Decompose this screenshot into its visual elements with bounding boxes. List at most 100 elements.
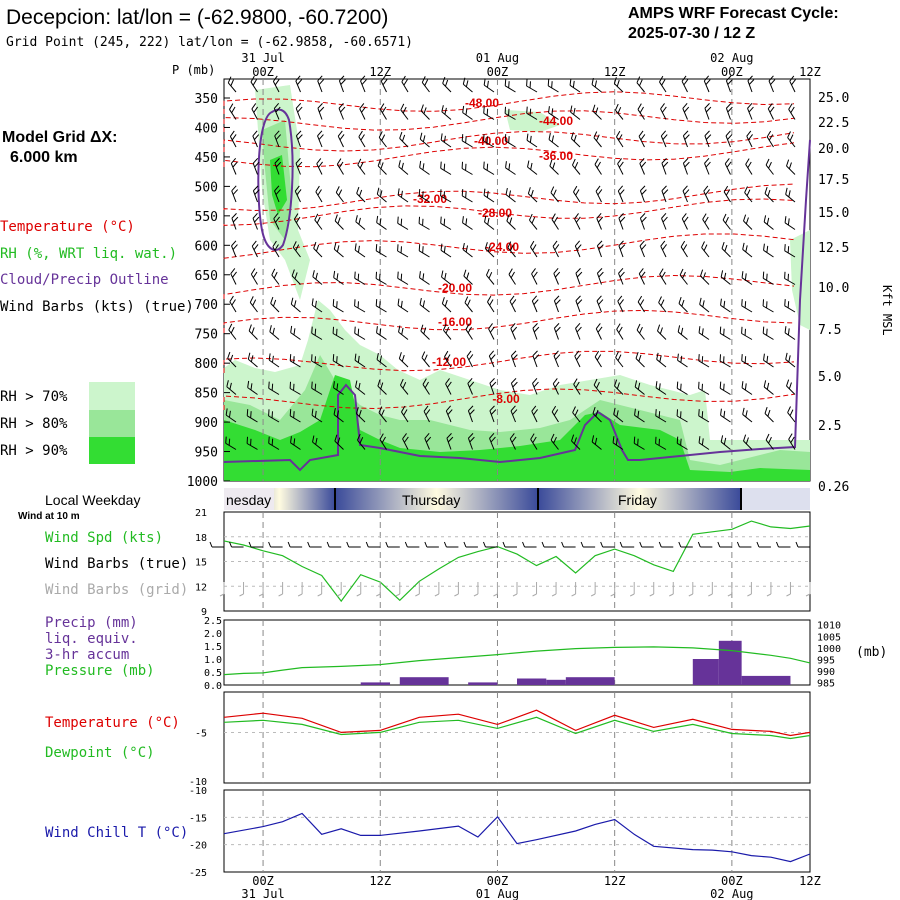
wind-barb-staff [659, 81, 667, 93]
wind-barb-staff [226, 386, 237, 395]
wind-barb [399, 378, 409, 395]
wind-barb-flag [787, 301, 790, 308]
wind-barb-staff [682, 163, 688, 175]
wind-barb-flag [531, 216, 536, 224]
wind-barb-staff [616, 136, 624, 148]
wind-barb-flag [531, 268, 536, 275]
wind-barb-flag [682, 185, 688, 192]
bottom-date-label: 31 Jul [241, 887, 284, 900]
wind-barb-flag [311, 408, 314, 416]
wind-barb-flag [592, 104, 596, 112]
wind-barb-flag [766, 382, 770, 390]
wind-barb [401, 405, 409, 423]
dewpoint-line [223, 716, 811, 740]
wind-barb-flag [636, 76, 641, 83]
wind-barb-staff [311, 387, 323, 395]
wind-barb [725, 130, 733, 148]
wind-barb [228, 323, 237, 340]
wind-barb-staff [552, 246, 559, 258]
wind-barb-flag [355, 215, 358, 222]
wind-barb [552, 378, 560, 395]
wind-barb-staff [419, 167, 430, 175]
wind-barb [676, 409, 688, 423]
wind-barb-flag [375, 271, 378, 279]
wind-barb-staff [467, 410, 473, 423]
wind-barb-flag [441, 270, 444, 278]
wind-barb-staff [682, 190, 688, 203]
wind-barb-staff [593, 137, 602, 148]
wind-barb-staff [378, 412, 387, 423]
wind-barb-flag [640, 213, 646, 219]
wind-barb-flag [354, 243, 357, 251]
wind-barb [548, 106, 559, 120]
wind-barb-flag [767, 409, 771, 417]
wind-barb-flag [614, 103, 619, 111]
wind-barb-flag [336, 410, 340, 418]
wind-barb [332, 354, 344, 368]
wind-barb-flag [354, 299, 356, 307]
wind-barb-flag [700, 269, 704, 277]
wind-barb-flag [530, 189, 534, 197]
wind-barb [250, 268, 258, 285]
wind-barb [595, 185, 603, 203]
wind-barb-flag [510, 244, 514, 251]
wind-barb-flag [574, 409, 579, 416]
wind-barb-staff [637, 109, 645, 120]
wind-barb-flag [662, 134, 668, 140]
wind-barb-staff [397, 194, 409, 203]
wind-barb-flag [333, 381, 335, 388]
wind-barb-staff [424, 438, 430, 450]
wind-barb-flag [574, 213, 579, 220]
wind-barb-flag [598, 244, 604, 250]
wind-barb-flag [311, 326, 313, 334]
wind-barb-flag [314, 383, 317, 391]
pressure-tick: 500 [195, 180, 218, 195]
wind-barb-flag [683, 216, 689, 223]
wind-barb [719, 354, 731, 368]
wind-barb [679, 268, 688, 285]
wind-barb-staff [658, 302, 667, 313]
wind-barb-10m [600, 541, 615, 548]
wind-barb [334, 214, 344, 230]
wind-barb-flag [465, 191, 467, 198]
wind-barb-staff [509, 438, 516, 450]
wind-barb-flag [662, 161, 669, 168]
wind-barb-flag [357, 158, 362, 166]
wind-barb-flag [660, 299, 665, 306]
temperature-contour-label: -20.00 [438, 281, 472, 295]
wind-barb-flag [228, 323, 233, 331]
wind-barb-flag [610, 593, 615, 597]
wind-barb [358, 130, 366, 148]
wind-barb [505, 187, 516, 203]
wind-barb-flag [655, 409, 657, 416]
wind-barb [231, 185, 239, 203]
wind-barb-staff [510, 383, 516, 395]
pressure-ticks: 3504004505005506006507007508008509009501… [187, 92, 230, 490]
wind-barb-flag [580, 541, 584, 548]
wind-barb-flag [660, 130, 667, 137]
wind-barb-flag [661, 79, 666, 86]
wind-barb-flag [570, 132, 574, 139]
temperature-contour [223, 183, 795, 212]
wind-barb-staff [418, 250, 430, 258]
wind-barb-staff [317, 80, 323, 93]
wind-barb-flag [598, 271, 604, 278]
height-tick: 20.0 [818, 142, 849, 157]
wind-barb [617, 295, 624, 313]
wind-barb-flag [315, 437, 318, 445]
wind-barb [291, 269, 301, 285]
wind-barb-flag [688, 593, 694, 597]
wind-barb [397, 188, 409, 203]
wind-barb-flag [788, 382, 792, 390]
wind-barb-flag [762, 271, 765, 279]
wind-barb [398, 325, 409, 340]
wind-barb-flag [443, 191, 445, 199]
wind-barb [510, 378, 518, 395]
temp-tick: -10 [189, 777, 207, 788]
wind-barb-staff [508, 274, 516, 285]
wind-barb [595, 323, 603, 340]
wind-barb [785, 187, 796, 203]
label-liq: liq. equiv. [45, 631, 138, 647]
wind-barb-staff [229, 136, 237, 148]
wind-barb-flag [637, 295, 643, 303]
